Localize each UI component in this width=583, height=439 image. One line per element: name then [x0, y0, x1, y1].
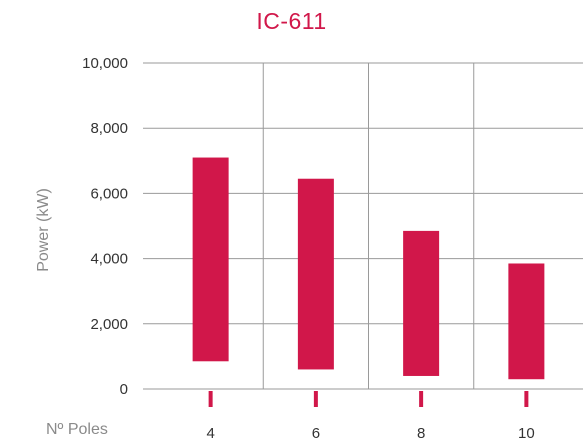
- y-tick-label: 2,000: [90, 316, 128, 333]
- bar: [192, 157, 229, 362]
- x-tick-mark: [208, 391, 213, 407]
- y-tick-label: 6,000: [90, 185, 128, 202]
- x-tick-mark: [524, 391, 529, 407]
- x-tick-label: 10: [518, 425, 535, 439]
- y-tick-label: 4,000: [90, 251, 128, 268]
- x-tick-label: 6: [312, 425, 320, 439]
- chart-title: IC-611: [256, 8, 327, 34]
- y-tick-label: 10,000: [82, 55, 128, 72]
- x-tick-mark: [419, 391, 424, 407]
- x-tick-mark: [313, 391, 318, 407]
- bar: [403, 230, 440, 376]
- x-tick-label: 8: [417, 425, 425, 439]
- y-tick-label: 8,000: [90, 120, 128, 137]
- bar: [508, 263, 545, 380]
- bar: [297, 178, 334, 370]
- y-tick-label: 0: [120, 381, 128, 398]
- x-axis-label: Nº Poles: [46, 421, 108, 438]
- x-tick-label: 4: [206, 425, 214, 439]
